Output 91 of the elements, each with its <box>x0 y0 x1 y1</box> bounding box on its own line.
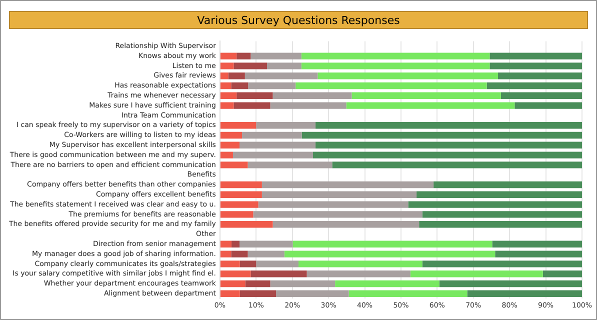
bar <box>220 132 242 139</box>
bar <box>242 132 302 139</box>
bar <box>422 211 582 218</box>
chart-title: Various Survey Questions Responses <box>9 11 588 29</box>
bar <box>272 221 420 228</box>
bar <box>236 92 273 99</box>
bar <box>301 62 490 70</box>
bar <box>240 240 293 248</box>
bar <box>419 221 582 228</box>
bar <box>220 250 232 258</box>
bar <box>272 92 352 99</box>
bar <box>316 122 582 129</box>
bar <box>236 52 251 60</box>
bar <box>240 290 276 297</box>
bar <box>434 181 582 188</box>
bar <box>232 152 313 158</box>
bar <box>267 62 302 70</box>
bar <box>332 162 582 168</box>
bar <box>422 260 582 268</box>
bar <box>270 102 346 109</box>
bar <box>490 52 582 60</box>
bar <box>232 240 240 248</box>
bar <box>220 240 232 248</box>
bar <box>220 142 240 148</box>
bar <box>248 162 332 168</box>
bar <box>498 72 582 80</box>
bar <box>486 82 582 90</box>
bar <box>348 290 468 297</box>
bar <box>220 221 273 228</box>
bar <box>306 270 410 278</box>
bar <box>220 270 251 278</box>
bar <box>292 240 492 248</box>
bar <box>245 280 270 288</box>
bar <box>220 290 240 297</box>
bar <box>262 191 417 198</box>
bar <box>256 122 316 129</box>
bar <box>490 62 582 70</box>
bar <box>220 62 234 70</box>
bar <box>302 132 582 139</box>
bar <box>250 52 302 60</box>
bar <box>253 211 422 218</box>
bar <box>220 152 233 158</box>
bar <box>220 82 232 90</box>
bar <box>248 250 284 258</box>
bar <box>439 280 582 288</box>
bar <box>244 72 318 80</box>
bar <box>220 260 240 268</box>
bar <box>220 162 248 168</box>
bar <box>240 142 316 148</box>
bar <box>220 201 258 208</box>
bar <box>220 72 228 80</box>
bar <box>220 92 237 99</box>
bar <box>220 211 254 218</box>
bar <box>256 260 299 268</box>
bar <box>312 152 582 158</box>
bar <box>495 250 582 258</box>
bar <box>316 142 582 148</box>
bar <box>416 191 582 198</box>
bar <box>467 290 582 297</box>
bar <box>220 102 234 109</box>
bar <box>318 72 498 80</box>
bar <box>542 270 582 278</box>
bar <box>301 52 490 60</box>
bar <box>298 260 422 268</box>
bar <box>262 181 434 188</box>
bar <box>514 102 582 109</box>
bar <box>220 52 237 60</box>
bar <box>231 82 248 90</box>
bar <box>408 201 582 208</box>
bar <box>270 280 336 288</box>
bar <box>284 250 496 258</box>
bar <box>335 280 440 288</box>
bar <box>276 290 349 297</box>
bar <box>296 82 487 90</box>
bar <box>346 102 515 109</box>
bar <box>258 201 408 208</box>
bar <box>231 250 248 258</box>
bar <box>220 280 246 288</box>
bar <box>248 82 296 90</box>
bar <box>410 270 543 278</box>
bar <box>220 122 256 129</box>
bar <box>250 270 307 278</box>
bar <box>228 72 245 80</box>
bar <box>352 92 501 99</box>
bar <box>220 181 262 188</box>
bar <box>492 240 582 248</box>
bar <box>220 191 262 198</box>
bar <box>234 102 270 109</box>
bar <box>500 92 582 99</box>
bar <box>234 62 268 70</box>
bar <box>240 260 256 268</box>
